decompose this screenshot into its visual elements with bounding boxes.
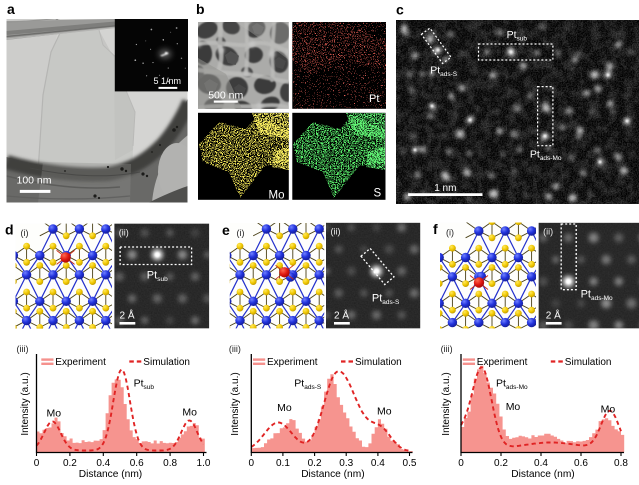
svg-text:Intensity (a.u.): Intensity (a.u.) bbox=[230, 372, 241, 435]
svg-text:500 nm: 500 nm bbox=[208, 90, 243, 102]
svg-text:0.4: 0.4 bbox=[96, 458, 110, 469]
svg-text:0.2: 0.2 bbox=[308, 458, 322, 469]
svg-text:1.0: 1.0 bbox=[197, 458, 211, 469]
svg-text:(iii): (iii) bbox=[441, 344, 453, 354]
svg-text:0: 0 bbox=[458, 458, 464, 469]
svg-text:Experiment: Experiment bbox=[267, 357, 318, 368]
svg-text:(iii): (iii) bbox=[17, 344, 29, 354]
svg-text:100 nm: 100 nm bbox=[17, 175, 52, 187]
svg-text:Mo: Mo bbox=[47, 408, 62, 420]
svg-text:0.8: 0.8 bbox=[614, 458, 628, 469]
svg-text:Mo: Mo bbox=[182, 407, 197, 419]
svg-text:Mo: Mo bbox=[269, 190, 285, 202]
svg-text:1 nm: 1 nm bbox=[434, 183, 456, 194]
svg-text:Intensity (a.u.): Intensity (a.u.) bbox=[441, 372, 452, 435]
svg-text:Simulation: Simulation bbox=[355, 357, 402, 368]
svg-text:Distance (nm): Distance (nm) bbox=[511, 469, 574, 480]
svg-text:(iii): (iii) bbox=[229, 344, 241, 354]
svg-text:(i): (i) bbox=[446, 228, 454, 238]
svg-text:d: d bbox=[5, 222, 14, 238]
svg-text:Mo: Mo bbox=[601, 404, 616, 416]
svg-text:0.2: 0.2 bbox=[494, 458, 508, 469]
svg-text:c: c bbox=[396, 2, 404, 18]
svg-text:b: b bbox=[196, 1, 205, 17]
svg-text:5 1/nm: 5 1/nm bbox=[154, 76, 182, 86]
svg-text:0: 0 bbox=[34, 458, 40, 469]
svg-text:Simulation: Simulation bbox=[565, 357, 612, 368]
svg-text:f: f bbox=[433, 221, 438, 237]
svg-text:Distance (nm): Distance (nm) bbox=[301, 469, 364, 480]
svg-text:S: S bbox=[374, 188, 382, 200]
svg-text:(ii): (ii) bbox=[331, 227, 341, 237]
svg-text:(i): (i) bbox=[237, 228, 245, 238]
svg-text:0.6: 0.6 bbox=[130, 458, 144, 469]
svg-text:0.2: 0.2 bbox=[63, 458, 77, 469]
svg-text:0: 0 bbox=[249, 458, 255, 469]
svg-text:Mo: Mo bbox=[377, 406, 392, 418]
svg-text:Intensity (a.u.): Intensity (a.u.) bbox=[20, 372, 31, 435]
svg-text:Mo: Mo bbox=[277, 402, 292, 414]
svg-text:0.4: 0.4 bbox=[371, 458, 385, 469]
svg-text:Mo: Mo bbox=[506, 401, 521, 413]
svg-text:0.5: 0.5 bbox=[403, 458, 417, 469]
svg-text:0.6: 0.6 bbox=[574, 458, 588, 469]
svg-text:Experiment: Experiment bbox=[55, 357, 106, 368]
svg-text:(ii): (ii) bbox=[543, 227, 553, 237]
svg-text:0.8: 0.8 bbox=[163, 458, 177, 469]
svg-text:2 Å: 2 Å bbox=[546, 309, 561, 322]
svg-text:0.3: 0.3 bbox=[339, 458, 353, 469]
svg-text:2 Å: 2 Å bbox=[334, 309, 349, 322]
svg-text:(ii): (ii) bbox=[119, 228, 129, 238]
svg-text:Distance (nm): Distance (nm) bbox=[79, 469, 142, 480]
svg-text:e: e bbox=[222, 222, 230, 238]
svg-text:Simulation: Simulation bbox=[143, 357, 190, 368]
svg-text:a: a bbox=[7, 1, 15, 17]
svg-text:0.4: 0.4 bbox=[534, 458, 548, 469]
svg-text:0.1: 0.1 bbox=[276, 458, 290, 469]
svg-text:Pt: Pt bbox=[369, 93, 379, 105]
svg-text:Experiment: Experiment bbox=[477, 357, 528, 368]
svg-text:(i): (i) bbox=[21, 228, 29, 238]
svg-text:2 Å: 2 Å bbox=[120, 309, 135, 322]
